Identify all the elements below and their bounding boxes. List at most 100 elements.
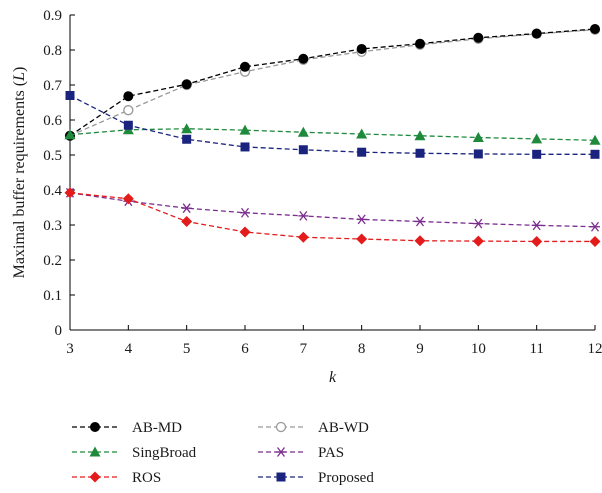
legend-marker-pas bbox=[276, 447, 286, 457]
series-ab-md bbox=[65, 24, 600, 141]
legend-item-ros: ROS bbox=[72, 470, 161, 486]
legend-label-ros: ROS bbox=[132, 470, 161, 486]
legend-marker-ab-wd bbox=[275, 421, 287, 433]
series-line-proposed bbox=[69, 94, 595, 155]
legend-item-ab-wd: AB-WD bbox=[258, 420, 369, 436]
y-tick-label: 0.4 bbox=[43, 183, 62, 199]
y-tick-label: 0.8 bbox=[43, 43, 62, 59]
y-tick-label: 0 bbox=[55, 323, 63, 339]
data-point-ros bbox=[64, 187, 76, 199]
series-proposed bbox=[65, 91, 600, 159]
y-tick-label: 0.6 bbox=[43, 113, 62, 129]
data-point-pas bbox=[590, 221, 600, 232]
legend-marker-singbroad bbox=[89, 446, 101, 457]
data-point-ab-md bbox=[298, 53, 309, 64]
data-point-pas bbox=[240, 207, 250, 218]
data-point-ab-md bbox=[590, 24, 600, 34]
data-point-proposed bbox=[240, 142, 250, 152]
legend-item-ab-md: AB-MD bbox=[72, 420, 182, 436]
data-point-pas bbox=[356, 214, 367, 225]
data-point-proposed bbox=[65, 91, 75, 100]
x-axis-label: k bbox=[329, 369, 337, 386]
data-point-proposed bbox=[182, 134, 192, 144]
x-tick-label: 6 bbox=[241, 341, 249, 357]
y-axis-label-unit: L bbox=[11, 72, 28, 82]
series-line-pas bbox=[69, 192, 596, 228]
data-point-pas bbox=[298, 211, 309, 221]
data-point-singbroad bbox=[589, 134, 601, 145]
x-tick-label: 4 bbox=[125, 341, 133, 357]
asterisk-stroke bbox=[590, 221, 600, 232]
axes bbox=[69, 15, 595, 331]
legend-marker-proposed bbox=[276, 472, 286, 482]
legend-label-proposed: Proposed bbox=[318, 470, 374, 486]
data-point-singbroad bbox=[356, 128, 368, 139]
series-ab-wd bbox=[64, 24, 601, 141]
legend-marker-ros bbox=[89, 471, 101, 483]
series-singbroad bbox=[64, 123, 601, 145]
series-pas bbox=[65, 187, 600, 232]
asterisk-stroke bbox=[415, 216, 425, 227]
data-point-ab-md bbox=[531, 28, 542, 39]
data-point-ab-md bbox=[181, 79, 192, 90]
series-line-ab-wd bbox=[69, 29, 596, 137]
data-point-singbroad bbox=[472, 132, 484, 142]
legend-label-singbroad: SingBroad bbox=[132, 445, 197, 461]
y-tick-label: 0.2 bbox=[43, 253, 62, 269]
data-point-proposed bbox=[473, 149, 483, 159]
data-point-proposed bbox=[123, 120, 133, 130]
data-point-ab-md bbox=[473, 32, 484, 43]
asterisk-stroke bbox=[532, 220, 541, 231]
series-ros bbox=[64, 187, 601, 247]
series-line-singbroad bbox=[69, 128, 596, 141]
series-line-ab-md bbox=[69, 28, 596, 137]
asterisk-stroke bbox=[357, 214, 366, 225]
x-tick-label: 11 bbox=[529, 341, 543, 357]
legend-label-pas: PAS bbox=[318, 445, 344, 461]
data-point-ab-md bbox=[356, 43, 367, 54]
y-tick-label: 0.9 bbox=[43, 8, 62, 24]
data-point-ab-md bbox=[240, 61, 250, 72]
series-line-ros bbox=[69, 192, 595, 243]
data-point-proposed bbox=[357, 147, 367, 157]
data-point-singbroad bbox=[297, 126, 309, 137]
legend-item-pas: PAS bbox=[258, 445, 344, 461]
y-axis-label-text: Maximal buffer requirements ( bbox=[11, 81, 28, 278]
legend-item-singbroad: SingBroad bbox=[72, 445, 197, 461]
y-tick-label: 0.5 bbox=[43, 148, 62, 164]
data-point-proposed bbox=[590, 149, 600, 159]
data-point-pas bbox=[531, 220, 542, 231]
data-point-pas bbox=[181, 203, 192, 214]
data-point-proposed bbox=[532, 149, 542, 159]
data-point-singbroad bbox=[181, 123, 193, 134]
data-point-singbroad bbox=[531, 133, 543, 144]
data-point-pas bbox=[415, 216, 425, 227]
x-tick-label: 8 bbox=[358, 341, 366, 357]
data-point-ros bbox=[589, 235, 601, 247]
series-layer bbox=[64, 24, 601, 247]
x-tick-label: 9 bbox=[416, 341, 424, 357]
data-point-ros bbox=[239, 226, 251, 238]
data-point-ros bbox=[297, 231, 309, 243]
legend-label-ab-md: AB-MD bbox=[132, 420, 182, 436]
y-tick-label: 0.3 bbox=[43, 218, 62, 234]
data-point-proposed bbox=[298, 145, 308, 155]
x-tick-label: 5 bbox=[183, 341, 191, 357]
legend-label-ab-wd: AB-WD bbox=[318, 420, 369, 436]
data-point-ros bbox=[181, 216, 193, 227]
data-point-proposed bbox=[415, 148, 425, 158]
asterisk-stroke bbox=[474, 218, 483, 229]
data-point-ab-wd bbox=[123, 105, 134, 116]
data-point-ros bbox=[122, 193, 134, 205]
x-tick-label: 10 bbox=[471, 341, 486, 357]
data-point-ros bbox=[356, 233, 368, 245]
data-point-ros bbox=[414, 235, 426, 247]
asterisk-stroke bbox=[299, 211, 308, 221]
asterisk-stroke bbox=[276, 447, 286, 457]
y-tick-label: 0.1 bbox=[43, 288, 62, 304]
data-point-ab-md bbox=[415, 38, 425, 49]
legend-marker-ab-md bbox=[90, 422, 100, 432]
ticks: 3 4 5 6 7 8 9 10 11 12 0 0.1 0.2 0.3 0.4 0.5 0.6 0.7 0.8 0.… bbox=[43, 8, 602, 357]
data-point-ros bbox=[531, 235, 543, 247]
